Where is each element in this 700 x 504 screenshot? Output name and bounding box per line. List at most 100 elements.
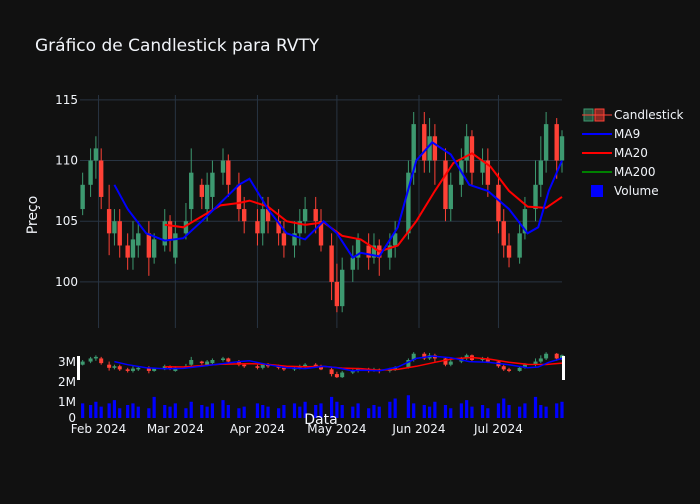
range-candle-body xyxy=(334,374,339,378)
legend-item-ma200[interactable]: MA200 xyxy=(582,165,655,179)
candle-body xyxy=(93,148,99,161)
range-candle-body xyxy=(303,364,308,367)
volume-bar xyxy=(470,406,474,418)
range-candle-body xyxy=(130,368,135,371)
candle-body xyxy=(350,257,355,270)
volume-bar xyxy=(277,408,281,418)
range-candle-body xyxy=(507,369,512,371)
range-candle-body xyxy=(329,369,334,375)
volume-bar xyxy=(340,405,344,418)
ma20-line xyxy=(164,152,563,253)
candle-body xyxy=(339,269,345,307)
volume-bar xyxy=(367,408,371,418)
range-candle-body xyxy=(350,370,355,373)
candle-body xyxy=(329,245,334,282)
volume-bar xyxy=(112,400,117,418)
candle-body xyxy=(255,221,260,234)
range-candle-body xyxy=(117,366,122,370)
volume-bar xyxy=(486,408,490,418)
y-axis-label: Preço xyxy=(25,196,41,235)
legend[interactable]: Candlestick MA9 MA20 MA200 Volume xyxy=(582,108,684,198)
volume-bar xyxy=(266,406,270,418)
x-tick-label: Jul 2024 xyxy=(473,422,523,436)
volume-bar xyxy=(449,408,453,418)
candle-body xyxy=(318,221,324,246)
candle-body xyxy=(302,209,308,222)
volume-bar xyxy=(147,408,151,418)
range-candle-body xyxy=(80,361,85,365)
legend-swatch-volume xyxy=(591,185,603,197)
candle-body xyxy=(183,221,189,234)
candle-body xyxy=(448,184,453,210)
range-candle-body xyxy=(464,355,469,359)
range-candle-body xyxy=(242,364,247,367)
volume-bar xyxy=(335,401,339,418)
volume-bar xyxy=(422,405,426,418)
range-candle-body xyxy=(522,364,527,368)
y-tick-label: 100 xyxy=(55,275,78,289)
volume-bar xyxy=(81,403,85,418)
volume-bar xyxy=(168,406,172,418)
candle-body xyxy=(517,233,522,258)
candle-body xyxy=(130,239,136,258)
candle-body xyxy=(98,160,104,197)
candle-body xyxy=(496,184,501,222)
range-candle-body xyxy=(411,353,416,360)
candle-body xyxy=(366,245,371,258)
volume-bar xyxy=(533,396,538,418)
range-candle-body xyxy=(173,367,178,371)
candle-body xyxy=(297,221,303,234)
candle-body xyxy=(334,281,340,307)
range-handle-right[interactable] xyxy=(562,356,565,380)
range-candle-body xyxy=(422,353,427,359)
range-candle-body xyxy=(393,367,398,370)
range-ma9-line xyxy=(114,355,563,372)
range-candle-body xyxy=(266,364,271,367)
legend-item-candlestick[interactable]: Candlestick xyxy=(582,108,684,122)
volume-bar xyxy=(163,405,167,418)
range-candle-body xyxy=(210,360,215,364)
candle-body xyxy=(443,160,448,210)
candle-body xyxy=(538,160,544,185)
legend-item-volume[interactable]: Volume xyxy=(591,184,659,198)
volume-bar xyxy=(131,403,135,418)
range-handle-left[interactable] xyxy=(77,356,80,380)
legend-item-ma20[interactable]: MA20 xyxy=(582,146,648,160)
legend-item-ma9[interactable]: MA9 xyxy=(582,127,640,141)
candle-body xyxy=(173,233,178,258)
legend-label-ma20: MA20 xyxy=(614,146,648,160)
volume-bar xyxy=(88,405,93,418)
legend-label-ma200: MA200 xyxy=(614,165,655,179)
volume-y-tick-label: 1M xyxy=(58,395,76,409)
candle-body xyxy=(80,184,85,210)
candle-body xyxy=(146,233,152,258)
volume-bar xyxy=(242,406,246,418)
volume-bar xyxy=(237,408,241,418)
legend-label-candlestick: Candlestick xyxy=(614,108,684,122)
volume-bar xyxy=(99,406,103,418)
range-candle-body xyxy=(544,353,549,359)
volume-bar xyxy=(518,406,522,418)
range-slider[interactable] xyxy=(77,350,565,380)
candle-body xyxy=(210,172,215,197)
candle-body xyxy=(241,209,247,222)
volume-bar xyxy=(221,400,225,418)
range-candle-body xyxy=(189,360,194,365)
legend-label-volume: Volume xyxy=(614,184,659,198)
range-candle-body xyxy=(93,356,98,359)
ma9-line xyxy=(113,140,563,259)
candle-body xyxy=(167,221,173,240)
volume-bar xyxy=(351,406,355,418)
range-candle-body xyxy=(199,361,204,364)
range-candle-body xyxy=(538,358,543,362)
candle-body xyxy=(506,245,512,258)
range-candle-body xyxy=(554,353,559,359)
chart-title: Gráfico de Candlestick para RVTY xyxy=(35,36,320,56)
candle-body xyxy=(554,124,559,161)
range-candle-body xyxy=(112,366,117,368)
volume-bar xyxy=(282,405,286,418)
x-tick-label: Apr 2024 xyxy=(230,422,285,436)
range-candle-body xyxy=(99,358,104,364)
axes: Feb 2024 Mar 2024 Apr 2024 May 2024 Jun 2024… xyxy=(55,93,523,436)
